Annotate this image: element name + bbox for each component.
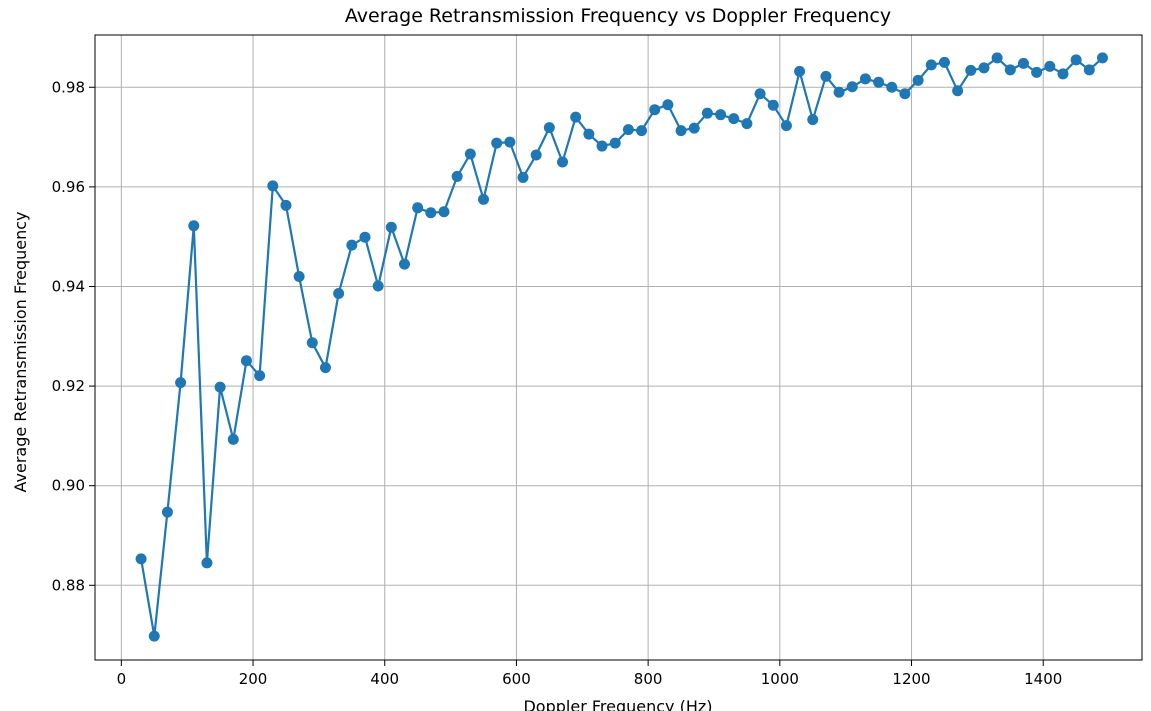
data-point	[306, 337, 318, 349]
data-point	[557, 156, 569, 168]
data-point	[201, 557, 213, 569]
data-point	[1057, 68, 1069, 80]
x-axis-label: Doppler Frequency (Hz)	[523, 697, 712, 711]
y-axis-label: Average Retransmission Frequency	[11, 212, 30, 493]
data-point	[1096, 52, 1108, 64]
data-point	[1070, 54, 1082, 66]
data-point	[873, 76, 885, 88]
data-point	[478, 193, 490, 205]
data-point	[859, 73, 871, 85]
data-point	[359, 231, 371, 243]
data-point	[636, 125, 648, 137]
data-point	[767, 99, 779, 111]
data-point	[214, 381, 226, 393]
data-point	[596, 140, 608, 152]
data-point	[622, 124, 634, 136]
data-point	[820, 70, 832, 82]
data-point	[464, 148, 476, 160]
data-point	[333, 287, 345, 299]
data-point	[899, 88, 911, 100]
data-point	[662, 99, 674, 111]
data-point	[412, 202, 424, 214]
data-point	[227, 433, 239, 445]
series-line	[140, 56, 1104, 638]
data-point	[504, 136, 516, 148]
data-point	[1017, 57, 1029, 69]
data-point	[675, 125, 687, 137]
x-axis-ticks: 0 200 400 600 800 1000 1200 1400	[117, 660, 1062, 688]
data-point	[952, 85, 964, 97]
x-tick-label: 600	[502, 670, 531, 688]
data-point	[754, 88, 766, 100]
data-point	[530, 149, 542, 161]
data-point	[372, 280, 384, 292]
data-point	[991, 52, 1003, 64]
y-tick-label: 0.92	[52, 377, 85, 395]
x-tick-label: 1000	[761, 670, 799, 688]
data-point	[1004, 64, 1016, 76]
y-tick-label: 0.90	[52, 477, 85, 495]
data-point	[807, 114, 819, 126]
y-tick-label: 0.88	[52, 576, 85, 594]
data-point	[425, 207, 437, 219]
data-point	[267, 180, 279, 192]
data-point	[161, 506, 173, 518]
data-point	[728, 113, 740, 125]
data-point	[451, 170, 463, 182]
data-point	[715, 109, 727, 121]
y-tick-label: 0.96	[52, 178, 85, 196]
data-point	[688, 122, 700, 134]
data-point	[570, 111, 582, 123]
x-tick-label: 200	[239, 670, 268, 688]
data-point	[925, 59, 937, 71]
data-point	[148, 630, 160, 642]
data-point	[438, 206, 450, 218]
chart-title: Average Retransmission Frequency vs Dopp…	[345, 5, 891, 27]
data-point	[175, 377, 187, 389]
data-point	[517, 171, 529, 183]
data-point	[254, 370, 266, 382]
y-axis-ticks: 0.88 0.90 0.92 0.94 0.96 0.98	[52, 78, 95, 594]
data-point	[1083, 64, 1095, 76]
data-point	[794, 65, 806, 77]
grid	[95, 35, 1142, 660]
data-point	[583, 128, 595, 140]
data-point	[398, 258, 410, 270]
data-point	[701, 107, 713, 119]
data-point	[1031, 66, 1043, 78]
data-point	[385, 221, 397, 233]
data-point	[965, 64, 977, 76]
plot-frame	[94, 34, 1143, 661]
series	[135, 52, 1108, 642]
data-point	[649, 104, 661, 116]
data-point	[833, 86, 845, 98]
data-point	[978, 62, 990, 74]
x-tick-label: 400	[370, 670, 399, 688]
data-point	[938, 56, 950, 68]
y-tick-label: 0.98	[52, 78, 85, 96]
data-point	[741, 118, 753, 130]
data-point	[1044, 60, 1056, 72]
data-point	[780, 120, 792, 132]
data-point	[886, 81, 898, 93]
data-point	[491, 137, 503, 149]
data-point	[609, 137, 621, 149]
data-point	[846, 81, 858, 93]
data-point	[543, 122, 555, 134]
data-point	[188, 220, 200, 232]
data-point	[135, 553, 147, 565]
data-point	[280, 199, 292, 211]
data-point	[240, 355, 252, 367]
data-point	[293, 271, 305, 283]
x-tick-label: 1200	[892, 670, 930, 688]
data-point	[346, 239, 358, 251]
x-tick-label: 1400	[1024, 670, 1062, 688]
x-tick-label: 0	[117, 670, 127, 688]
data-point	[319, 362, 331, 374]
y-tick-label: 0.94	[52, 277, 85, 295]
data-point	[912, 74, 924, 86]
x-tick-label: 800	[634, 670, 663, 688]
